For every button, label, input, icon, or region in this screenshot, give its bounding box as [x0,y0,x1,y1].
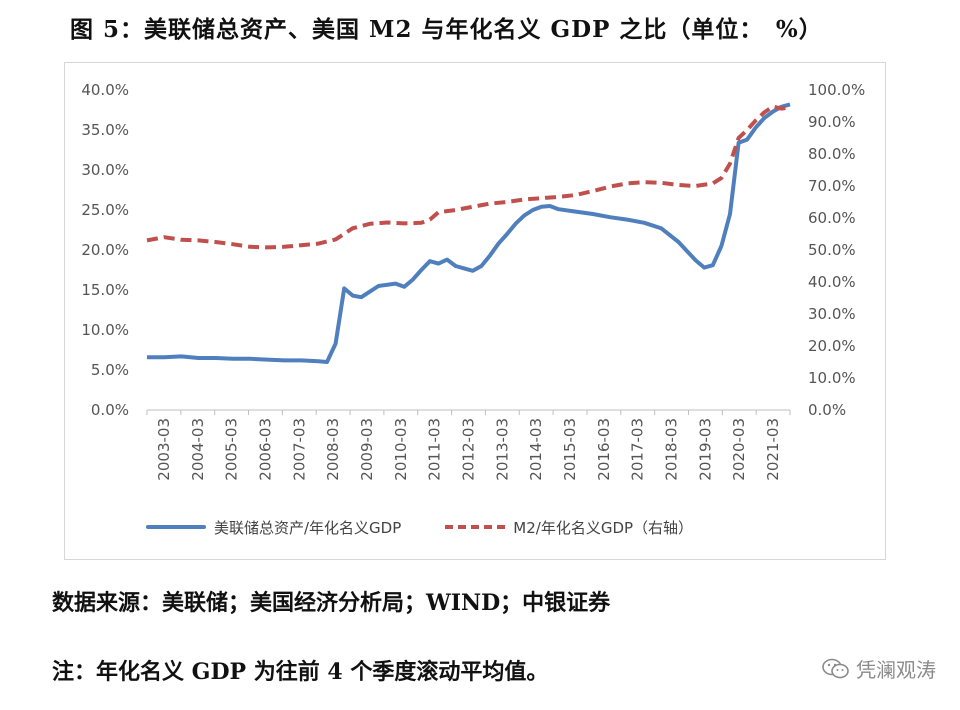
legend-swatch-fed-assets [146,525,206,529]
y-right-tick-label: 60.0% [808,209,856,227]
legend-swatch-m2 [445,525,506,529]
y-left-tick-label: 5.0% [91,361,129,379]
y-left-tick-label: 15.0% [81,281,129,299]
y-right-tick-label: 100.0% [808,81,865,99]
chart-legend: 美联储总资产/年化名义GDP M2/年化名义GDP（右轴） [146,514,737,540]
y-right-tick-label: 90.0% [808,113,856,131]
x-tick-label: 2018-03 [663,418,681,481]
x-tick-label: 2009-03 [358,418,376,481]
y-right-tick-label: 10.0% [808,369,856,387]
y-right-tick-label: 20.0% [808,337,856,355]
x-tick-label: 2013-03 [493,418,511,481]
y-right-tick-label: 30.0% [808,305,856,323]
note-text: 注：年化名义 GDP 为往前 4 个季度滚动平均值。 [52,659,549,685]
x-tick-label: 2007-03 [290,418,308,481]
series-line-fed-assets [147,102,791,364]
wechat-icon [822,658,849,678]
source-text: 数据来源：美联储；美国经济分析局；WIND；中银证券 [52,590,611,616]
x-tick-label: 2015-03 [561,418,579,481]
figure-title: 图 5：美联储总资产、美国 M2 与年化名义 GDP 之比（单位： %） [70,16,823,43]
x-tick-label: 2010-03 [392,418,410,481]
y-right-tick-label: 80.0% [808,145,856,163]
x-tick-label: 2016-03 [595,418,613,481]
x-tick-label: 2003-03 [155,418,173,481]
x-tick-label: 2011-03 [426,418,444,481]
y-right-tick-label: 50.0% [808,241,856,259]
x-tick-label: 2005-03 [223,418,241,481]
y-left-tick-label: 10.0% [81,321,129,339]
x-tick-label: 2021-03 [764,418,782,481]
y-right-tick-label: 70.0% [808,177,856,195]
y-left-tick-label: 30.0% [81,161,129,179]
wechat-brand: 凭澜观涛 [822,654,936,683]
legend-item-m2: M2/年化名义GDP（右轴） [445,517,693,538]
chart-frame: 2003-03 2004-03 2005-03 2006-03 2007-03 2008-… [64,62,886,560]
x-tick-label: 2008-03 [324,418,342,481]
y-left-tick-label: 40.0% [81,81,129,99]
legend-label-fed-assets: 美联储总资产/年化名义GDP [214,518,402,537]
x-tick-label: 2006-03 [256,418,274,481]
legend-label-m2: M2/年化名义GDP（右轴） [513,518,694,537]
x-tick-label: 2017-03 [629,418,647,481]
line-chart: 2003-03 2004-03 2005-03 2006-03 2007-03 2008-… [81,81,865,481]
x-tick-label: 2004-03 [189,418,207,481]
y-right-tick-label: 40.0% [808,273,856,291]
y-left-tick-label: 25.0% [81,201,129,219]
y-left-tick-label: 0.0% [91,401,129,419]
brand-name: 凭澜观涛 [856,658,936,682]
legend-item-fed-assets: 美联储总资产/年化名义GDP [146,517,401,538]
y-left-tick-label: 35.0% [81,121,129,139]
y-left-tick-label: 20.0% [81,241,129,259]
x-tick-label: 2019-03 [696,418,714,481]
y-right-tick-label: 0.0% [808,401,846,419]
x-tick-label: 2012-03 [460,418,478,481]
series-line-m2 [146,104,791,250]
x-tick-label: 2014-03 [527,418,545,481]
x-tick-label: 2020-03 [730,418,748,481]
